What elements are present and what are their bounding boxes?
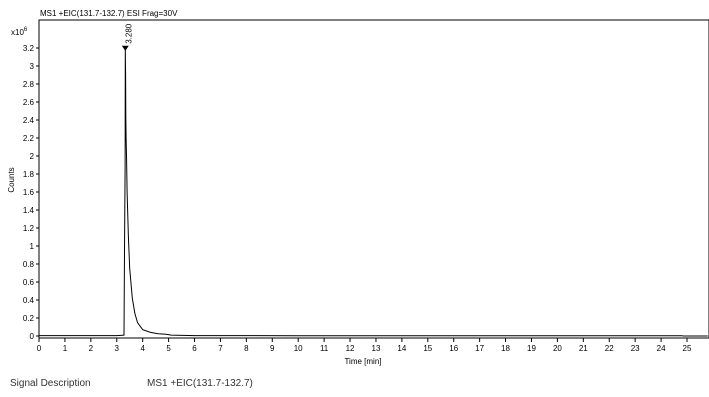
x-tick-label: 17 <box>475 344 484 353</box>
x-tick-label: 14 <box>397 344 406 353</box>
signal-description-value: MS1 +EIC(131.7-132.7) <box>147 378 253 389</box>
x-tick-label: 7 <box>218 344 223 353</box>
y-multiplier-exp: 6 <box>24 27 28 33</box>
x-tick-label: 21 <box>579 344 588 353</box>
x-tick-label: 16 <box>449 344 458 353</box>
series-layer <box>39 49 708 337</box>
x-tick-label: 12 <box>346 344 355 353</box>
y-tick-label: 2 <box>30 152 35 161</box>
y-axis-label: Counts <box>7 167 16 192</box>
y-tick-label: 1.8 <box>23 170 35 179</box>
peak-marker <box>121 45 129 51</box>
y-tick-label: 1.2 <box>23 224 35 233</box>
y-tick-label: 2.4 <box>23 116 35 125</box>
x-tick-label: 15 <box>423 344 432 353</box>
x-tick-label: 19 <box>527 344 536 353</box>
x-tick-label: 8 <box>244 344 249 353</box>
x-tick-label: 2 <box>89 344 94 353</box>
y-tick-label: 1.6 <box>23 188 35 197</box>
x-tick-label: 10 <box>294 344 303 353</box>
plot-frame <box>38 19 709 339</box>
y-tick-label: 2.2 <box>23 134 35 143</box>
x-axis-label: Time [min] <box>344 357 381 366</box>
x-tick-label: 13 <box>372 344 381 353</box>
signal-description: Signal Description MS1 +EIC(131.7-132.7) <box>10 378 253 389</box>
y-tick-label: 1.4 <box>23 206 35 215</box>
y-tick-label: 0.2 <box>23 314 35 323</box>
x-tick-label: 24 <box>657 344 666 353</box>
y-tick-label: 3.2 <box>23 44 35 53</box>
y-tick-label: 2.8 <box>23 80 35 89</box>
y-tick-label: 1 <box>30 242 35 251</box>
x-tick-label: 1 <box>63 344 68 353</box>
series-line <box>39 49 708 337</box>
signal-description-label: Signal Description <box>10 378 91 389</box>
x-tick-label: 25 <box>683 344 692 353</box>
y-tick-label: 0.6 <box>23 278 35 287</box>
x-tick-label: 0 <box>37 344 42 353</box>
y-multiplier-base: x10 <box>11 28 24 37</box>
peak-label: 3.280 <box>124 23 133 44</box>
y-tick-label: 2.6 <box>23 98 35 107</box>
y-tick-label: 0 <box>30 332 35 341</box>
chart-title: MS1 +EIC(131.7-132.7) ESI Frag=30V <box>40 9 178 18</box>
x-tick-label: 9 <box>270 344 275 353</box>
y-axis: 0 0.2 0.4 0.6 0.8 1 1.2 1.4 1.6 1.8 2 2.2 2.4 2.6 2.8 3… <box>23 44 39 341</box>
x-tick-label: 6 <box>192 344 197 353</box>
x-tick-label: 22 <box>605 344 614 353</box>
x-tick-label: 3 <box>115 344 120 353</box>
y-tick-label: 3 <box>30 62 35 71</box>
x-tick-label: 23 <box>631 344 640 353</box>
x-tick-label: 5 <box>166 344 171 353</box>
x-axis: 0 1 2 3 4 5 6 7 8 9 10 11 12 13 14 15 16 17 18 19 20 21 22 23 24… <box>37 338 692 353</box>
y-tick-label: 0.8 <box>23 260 35 269</box>
chromatogram-chart: MS1 +EIC(131.7-132.7) ESI Frag=30V x106 … <box>7 9 709 366</box>
annotation-layer: 3.280 <box>121 23 133 51</box>
y-multiplier: x106 <box>11 27 28 37</box>
x-tick-label: 11 <box>320 344 329 353</box>
x-tick-label: 20 <box>553 344 562 353</box>
x-tick-label: 4 <box>140 344 145 353</box>
y-tick-label: 0.4 <box>23 296 35 305</box>
x-tick-label: 18 <box>501 344 510 353</box>
